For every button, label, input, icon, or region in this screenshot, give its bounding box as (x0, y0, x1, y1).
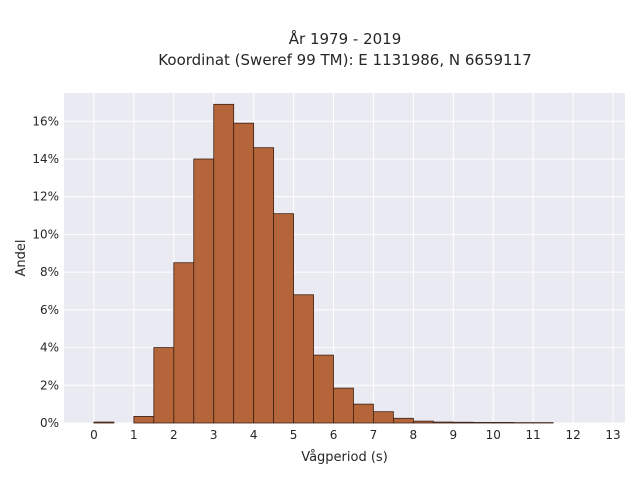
x-tick-label: 7 (370, 428, 378, 442)
histogram-bar (452, 421, 474, 424)
x-tick-label: 11 (526, 428, 541, 442)
histogram-bar (193, 158, 215, 424)
y-axis-label: Andel (14, 240, 29, 277)
x-tick-label: 8 (410, 428, 418, 442)
y-tick-label: 12% (32, 190, 59, 204)
x-tick-label: 2 (170, 428, 178, 442)
y-tick-label: 2% (40, 378, 59, 392)
plot-area (64, 93, 625, 423)
y-tick-label: 14% (32, 152, 59, 166)
y-tick-label: 0% (40, 416, 59, 430)
x-axis-ticks: 0 1 2 3 4 5 6 7 8 9 10 11 12 13 (90, 428, 621, 442)
x-tick-label: 4 (250, 428, 258, 442)
histogram-bar (333, 387, 354, 424)
y-axis-ticks: 0% 2% 4% 6% 8% 10% 12% 14% 16% (32, 114, 59, 430)
x-tick-label: 6 (330, 428, 338, 442)
x-tick-label: 1 (130, 428, 138, 442)
histogram-bar (253, 147, 275, 424)
histogram-bar (393, 417, 414, 424)
histogram-bar (93, 421, 115, 424)
x-tick-label: 3 (210, 428, 218, 442)
x-tick-label: 5 (290, 428, 298, 442)
y-tick-label: 10% (32, 227, 59, 241)
histogram-bar (153, 347, 175, 424)
histogram-bar (233, 122, 255, 424)
x-tick-label: 13 (605, 428, 620, 442)
histogram-bar (472, 422, 494, 424)
chart-title: År 1979 - 2019 (288, 30, 402, 48)
x-tick-label: 10 (486, 428, 501, 442)
histogram-bar (273, 213, 294, 424)
x-tick-label: 0 (90, 428, 98, 442)
histogram-bar (313, 354, 334, 424)
histogram-bar (213, 103, 235, 424)
y-tick-label: 8% (40, 265, 59, 279)
y-tick-label: 16% (32, 114, 59, 128)
histogram-bar (133, 415, 155, 424)
x-axis-label: Vågperiod (s) (301, 450, 388, 465)
y-tick-label: 6% (40, 303, 59, 317)
x-tick-label: 12 (565, 428, 580, 442)
bars (93, 103, 554, 424)
histogram-bar (373, 411, 394, 424)
histogram-bar (492, 422, 514, 424)
histogram-bar (412, 420, 434, 424)
histogram-bar (432, 421, 454, 424)
chart-subtitle: Koordinat (Sweref 99 TM): E 1131986, N 6… (158, 51, 532, 69)
histogram-bar (173, 262, 195, 424)
histogram-bar (353, 403, 374, 424)
histogram-bar (293, 294, 314, 424)
x-tick-label: 9 (449, 428, 457, 442)
y-tick-label: 4% (40, 341, 59, 355)
